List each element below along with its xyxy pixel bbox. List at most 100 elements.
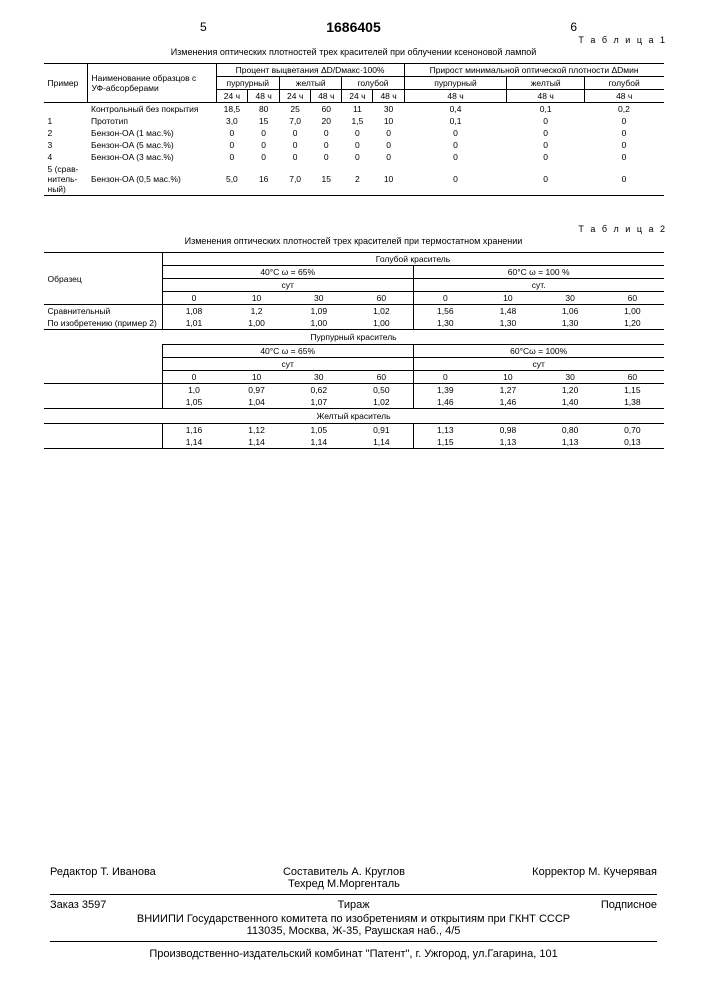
footer-block: Редактор Т. Иванова Составитель А. Кругл… [50, 866, 657, 960]
cell: 0 [280, 139, 311, 151]
t1-h-name: Наименование образцов с УФ-абсорберами [87, 64, 216, 103]
cell: 0 [404, 151, 507, 163]
cell: 60 [601, 371, 663, 384]
cell: 7,0 [280, 163, 311, 196]
cell: 5 (срав-нитель-ный) [44, 163, 88, 196]
cell: 1,00 [225, 317, 287, 330]
cell: 60 [350, 371, 413, 384]
cell [44, 103, 88, 116]
cell: 4 [44, 151, 88, 163]
cell: 11 [342, 103, 373, 116]
cell: 0 [584, 139, 663, 151]
org: ВНИИПИ Государственного комитета по изоб… [137, 913, 570, 925]
t1-h3-5: 24 ч [342, 90, 373, 103]
cell: 10 [477, 371, 539, 384]
cell: 1,40 [539, 396, 601, 409]
t1-h2e: желтый [507, 77, 584, 90]
t1-h3-2: 48 ч [248, 90, 280, 103]
t1-h2d: пурпурный [404, 77, 507, 90]
cell: 0,80 [539, 424, 601, 437]
table-row: 2Бензон-OA (1 мас.%)000000000 [44, 127, 664, 139]
cell: 1,20 [601, 317, 663, 330]
cell: 30 [288, 292, 350, 305]
t2-cond4: 60°Cω = 100% [413, 345, 663, 358]
cell: 1,27 [477, 384, 539, 397]
cell: 0 [342, 127, 373, 139]
cell: Бензон-OA (1 мас.%) [87, 127, 216, 139]
t1-h3-7: 48 ч [404, 90, 507, 103]
cell: Бензон-OA (5 мас.%) [87, 139, 216, 151]
cell: 1,20 [539, 384, 601, 397]
cell: 0 [413, 292, 476, 305]
cell: 60 [601, 292, 663, 305]
cell: 0 [404, 163, 507, 196]
cell: Бензон-OA (3 мас.%) [87, 151, 216, 163]
cell: 16 [248, 163, 280, 196]
t1-h-example: Пример [44, 64, 88, 103]
cell: 1,30 [477, 317, 539, 330]
table1: Пример Наименование образцов с УФ-абсорб… [44, 63, 664, 196]
order: Заказ 3597 [50, 899, 106, 911]
cell: 0 [248, 127, 280, 139]
cell: 1,39 [413, 384, 476, 397]
cell: 1,13 [477, 436, 539, 449]
cell: 20 [311, 115, 342, 127]
table-row: 3Бензон-OA (5 мас.%)000000000 [44, 139, 664, 151]
cell: 60 [311, 103, 342, 116]
cell: 0 [162, 371, 225, 384]
cell: Контрольный без покрытия [87, 103, 216, 116]
cell: 0 [507, 139, 584, 151]
t1-h-growth: Прирост минимальной оптической плотности… [404, 64, 663, 77]
cell: 1,01 [162, 317, 225, 330]
cell [44, 424, 163, 437]
cell [44, 436, 163, 449]
t2-cond1: 40°C ω = 65% [162, 266, 413, 279]
cell: 0 [216, 127, 248, 139]
cell: 1,46 [413, 396, 476, 409]
cell: 2 [44, 127, 88, 139]
cell: 3 [44, 139, 88, 151]
t2-cond2: 60°C ω = 100 % [413, 266, 663, 279]
table2-title: Изменения оптических плотностей трех кра… [0, 236, 707, 246]
t1-h3-1: 24 ч [216, 90, 248, 103]
cell: 0 [342, 139, 373, 151]
cell: 0 [311, 151, 342, 163]
t1-h3-3: 24 ч [280, 90, 311, 103]
cell: 0,1 [404, 115, 507, 127]
cell: 1,00 [601, 305, 663, 318]
cell: 0 [507, 163, 584, 196]
t2-sut3: сут [162, 358, 413, 371]
col-right: 6 [570, 20, 577, 34]
cell: 0 [216, 151, 248, 163]
cell: 10 [477, 292, 539, 305]
cell: 1,05 [162, 396, 225, 409]
cell: 0,2 [584, 103, 663, 116]
cell: 1 [44, 115, 88, 127]
cell: 1,16 [162, 424, 225, 437]
cell [44, 384, 163, 397]
cell: 18,5 [216, 103, 248, 116]
table2: Образец Голубой краситель 40°C ω = 65% 6… [44, 252, 664, 449]
table-row: Контрольный без покрытия18,580256011300,… [44, 103, 664, 116]
cell: 1,02 [350, 305, 413, 318]
cell: 1,12 [225, 424, 287, 437]
cell: 7,0 [280, 115, 311, 127]
cell: Прототип [87, 115, 216, 127]
cell: 15 [311, 163, 342, 196]
cell: 2 [342, 163, 373, 196]
t2-h-sample: Образец [44, 253, 163, 305]
cell: 80 [248, 103, 280, 116]
cell: Бензон-OA (0,5 мас.%) [87, 163, 216, 196]
cell: 1,02 [350, 396, 413, 409]
prod: Производственно-издательский комбинат "П… [50, 941, 657, 960]
cell: 0 [413, 371, 476, 384]
cell: 0,4 [404, 103, 507, 116]
t2-sut2: сут. [413, 279, 663, 292]
cell: 1,13 [539, 436, 601, 449]
cell: 0 [404, 127, 507, 139]
t2-cond3: 40°C ω = 65% [162, 345, 413, 358]
tirazh: Тираж [338, 899, 370, 911]
cell: 0 [216, 139, 248, 151]
cell: 25 [280, 103, 311, 116]
tech: Техред М.Моргенталь [288, 878, 400, 890]
